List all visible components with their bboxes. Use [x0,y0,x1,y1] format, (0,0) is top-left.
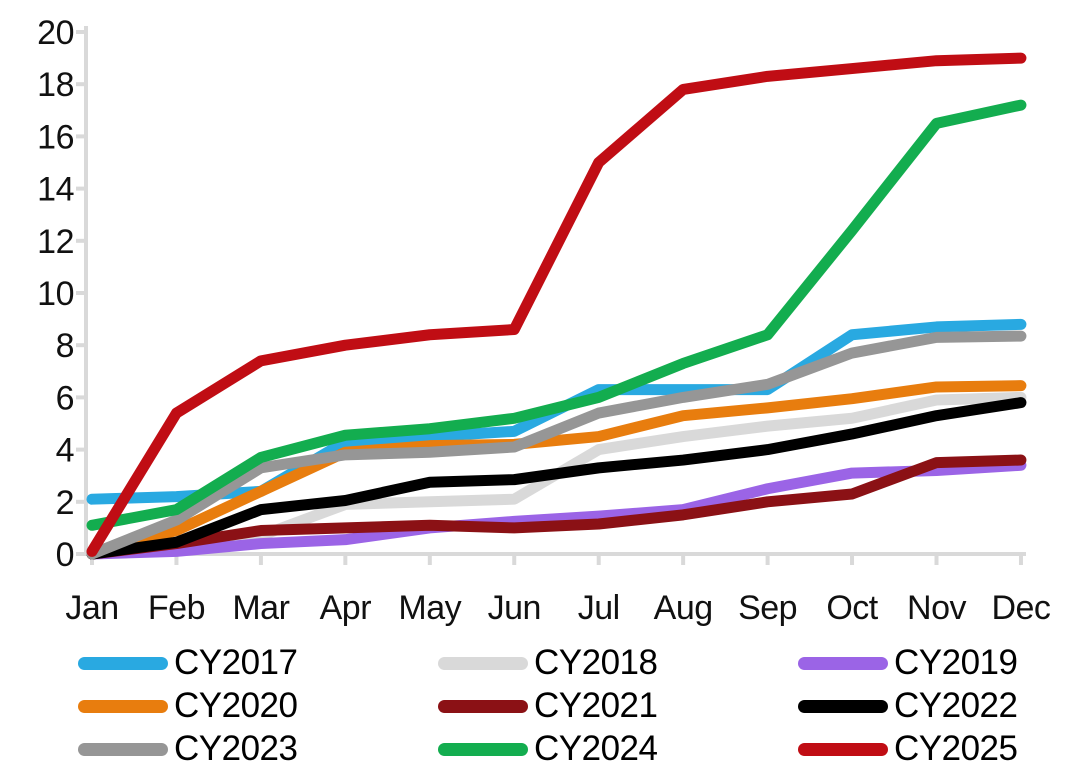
month-label: Mar [232,589,289,627]
legend-item-cy2018: CY2018 [438,643,658,682]
legend-label: CY2020 [174,686,298,725]
month-label: Jun [488,589,541,627]
series-line-CY2023 [86,330,1027,560]
legend-label: CY2022 [894,686,1018,725]
legend-label: CY2021 [534,686,658,725]
month-label: Oct [826,589,878,627]
legend-swatch-cy2021 [438,699,528,713]
legend-label: CY2025 [894,729,1018,768]
series-line-CY2019 [86,459,1027,560]
y-axis-label: 2 [56,484,74,522]
legend-item-cy2024: CY2024 [438,729,658,768]
legend-swatch-cy2018 [438,656,528,670]
legend-swatch-cy2019 [798,656,888,670]
legend-swatch-cy2022 [798,699,888,713]
y-axis-label: 4 [56,432,74,470]
month-label: Aug [654,589,713,627]
y-axis-label: 0 [56,536,74,574]
series-line-CY2020 [86,380,1027,560]
legend-swatch-cy2024 [438,742,528,756]
y-axis-label: 16 [37,118,74,156]
legend-label: CY2019 [894,643,1018,682]
y-axis-label: 20 [37,14,74,52]
legend-swatch-cy2017 [78,656,168,670]
y-axis-label: 8 [56,327,74,365]
month-label: Jan [65,589,118,627]
series-line-CY2021 [86,454,1027,560]
y-axis-label: 14 [37,171,74,209]
legend-label: CY2017 [174,643,298,682]
y-axis-label: 12 [37,223,74,261]
month-label: Jul [578,589,620,627]
month-label: Nov [907,589,966,627]
month-label: Dec [991,589,1050,627]
series-line-CY2024 [86,99,1027,531]
legend-item-cy2019: CY2019 [798,643,1018,682]
legend-item-cy2021: CY2021 [438,686,658,725]
legend-swatch-cy2023 [78,742,168,756]
legend-swatch-cy2020 [78,699,168,713]
series-line-CY2022 [86,397,1027,560]
y-axis-label: 10 [37,275,74,313]
y-axis-label: 6 [56,379,74,417]
legend-item-cy2020: CY2020 [78,686,298,725]
legend-item-cy2025: CY2025 [798,729,1018,768]
month-label: Apr [320,589,372,627]
y-axis-label: 18 [37,66,74,104]
legend-label: CY2024 [534,729,658,768]
line-chart: 0 2 4 6 8 10 12 14 16 18 20 Jan Feb Mar Apr May Jun Jul Au… [37,14,1051,627]
legend-label: CY2023 [174,729,298,768]
legend-label: CY2018 [534,643,658,682]
legend-item-cy2022: CY2022 [798,686,1018,725]
month-label: May [398,589,461,627]
legend-item-cy2017: CY2017 [78,643,298,682]
legend-swatch-cy2025 [798,742,888,756]
legend-item-cy2023: CY2023 [78,729,298,768]
series-line-CY2025 [86,52,1027,557]
month-label: Sep [738,589,797,627]
month-label: Feb [148,589,205,627]
